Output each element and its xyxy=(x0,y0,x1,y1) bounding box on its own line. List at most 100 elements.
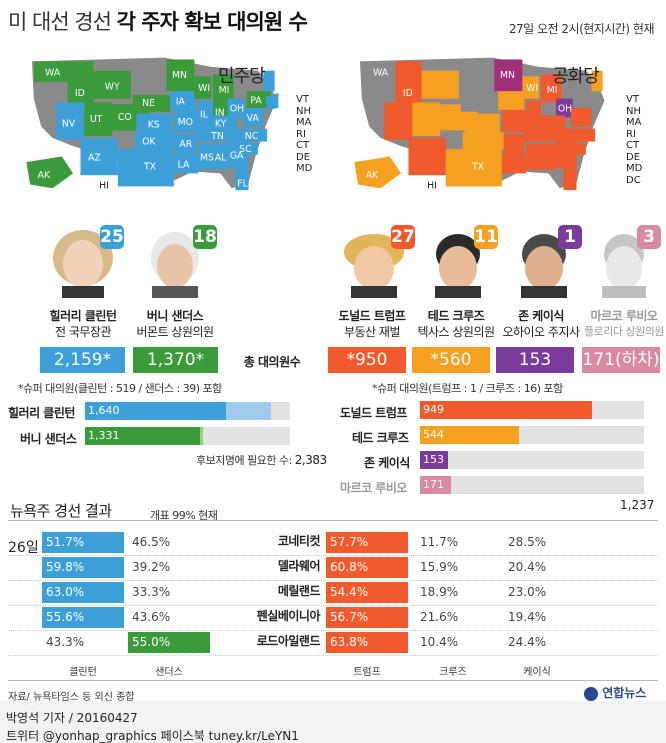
svg-text:HI: HI xyxy=(427,180,437,191)
rep-bar-track: 949 xyxy=(420,401,644,419)
source-note: 자료/ 뉴욕타임스 등 외신 종합 xyxy=(8,692,135,703)
row-divider xyxy=(8,630,658,631)
threshold-label-text: 후보지명에 필요한 수: xyxy=(196,454,292,467)
ne-state: RI xyxy=(626,128,636,140)
sanders-count-badge: 18 xyxy=(193,225,217,249)
dem-map: WA ID WY NV UT CO NE KS AZ OK TX MN IA W… xyxy=(14,52,329,196)
svg-text:OK: OK xyxy=(142,136,156,147)
dem-ne-states: VT NH MA RI CT DE MD xyxy=(296,94,312,175)
svg-text:WI: WI xyxy=(526,83,538,94)
kasich-bar: 153 xyxy=(420,451,448,469)
row-divider xyxy=(8,580,658,581)
ny-state-name: 메릴랜드 xyxy=(277,584,321,598)
ny-kasich-cell: 20.4% xyxy=(508,560,547,574)
ny-kasich-cell: 24.4% xyxy=(508,635,547,649)
trump-role: 부동산 재벌 xyxy=(343,325,401,339)
sanders-role: 버몬트 상원의원 xyxy=(136,325,214,339)
svg-text:NV: NV xyxy=(62,119,76,130)
credit-text: 박영석 기자 / 20160427 xyxy=(6,711,138,725)
ny-sanders-cell: 39.2% xyxy=(132,560,171,574)
divider xyxy=(8,520,658,521)
timestamp: 27일 오전 2시(현지시간) 현재 xyxy=(508,22,655,36)
ny-kasich-cell: 28.5% xyxy=(508,535,547,549)
rubio-role: 플로리다 상원의원 xyxy=(584,325,664,338)
trump-name: 도널드 트럼프 xyxy=(338,309,406,323)
ny-clinton-cell: 51.7% xyxy=(42,532,124,553)
rubio-portrait xyxy=(588,228,660,298)
trump-portrait xyxy=(335,228,413,298)
rep-bar-label-rubio: 마르코 루비오 xyxy=(340,481,407,495)
trump-total: *950 xyxy=(328,347,406,373)
row-divider xyxy=(8,605,658,606)
credit-bar xyxy=(0,701,666,743)
ny-clinton-cell: 59.8% xyxy=(42,557,124,578)
sanders-bar: 1,331 xyxy=(85,427,200,445)
kasich-count-badge: 1 xyxy=(558,225,582,249)
ny-trump-cell: 54.4% xyxy=(326,582,408,603)
svg-text:WA: WA xyxy=(373,67,389,78)
row-divider xyxy=(8,555,658,556)
clinton-total: 2,159* xyxy=(40,347,125,373)
ny-sanders-cell: 43.6% xyxy=(132,610,171,624)
svg-text:UT: UT xyxy=(90,114,103,125)
ny-clinton-cell: 63.0% xyxy=(42,582,124,603)
svg-text:SC: SC xyxy=(239,144,251,155)
sanders-total: 1,370* xyxy=(133,347,218,373)
ny-clinton-cell: 43.3% xyxy=(46,635,85,649)
col-sanders: 샌더스 xyxy=(155,667,183,678)
col-cruz: 크루즈 xyxy=(439,667,467,678)
svg-text:LA: LA xyxy=(178,160,190,171)
rep-bar-track: 544 xyxy=(420,426,644,444)
dem-bar-label-clinton: 힐러리 클린턴 xyxy=(8,406,75,420)
cruz-total: *560 xyxy=(412,347,490,373)
svg-text:MN: MN xyxy=(500,70,515,81)
sanders-name: 버니 샌더스 xyxy=(146,309,204,323)
rubio-bar: 171 xyxy=(420,476,451,494)
ny-state-name: 로드아일랜드 xyxy=(256,634,321,648)
svg-text:WI: WI xyxy=(198,83,210,94)
svg-text:MN: MN xyxy=(172,70,187,81)
rep-bar-label-cruz: 테드 크루즈 xyxy=(352,431,409,445)
ne-state: CT xyxy=(626,140,640,151)
ny-trump-cell: 63.8% xyxy=(326,632,408,653)
ny-section-title: 뉴욕주 경선 결과 xyxy=(10,502,112,520)
ne-state: DC xyxy=(626,174,641,186)
clinton-name: 힐러리 클린턴 xyxy=(49,309,117,323)
dem-bar-track: 1,331 xyxy=(85,427,290,445)
rubio-count-badge: 3 xyxy=(637,225,661,249)
ny-sanders-cell: 33.3% xyxy=(132,585,171,599)
rep-map-svg: WA ID WI MI OH MN TX AK HI xyxy=(354,57,605,191)
dem-threshold-label: 후보지명에 필요한 수: 2,383 xyxy=(196,452,327,468)
ny-cruz-cell: 15.9% xyxy=(420,560,459,574)
svg-text:IL: IL xyxy=(200,109,209,120)
yonhap-logo: 연합뉴스 xyxy=(584,684,646,701)
ny-sanders-cell: 55.0% xyxy=(128,632,210,653)
svg-text:KS: KS xyxy=(148,120,160,131)
dem-bar-label-sanders: 버니 샌더스 xyxy=(20,432,77,446)
threshold-value: 2,383 xyxy=(294,453,327,467)
svg-text:IA: IA xyxy=(176,96,186,107)
svg-text:AL: AL xyxy=(215,152,227,163)
rep-map: WA ID WI MI OH MN TX AK HI xyxy=(342,52,657,196)
svg-text:IN: IN xyxy=(215,107,225,118)
col-kasich: 케이식 xyxy=(523,667,551,678)
ny-trump-cell: 56.7% xyxy=(326,607,408,628)
svg-text:MO: MO xyxy=(178,117,193,128)
svg-text:HI: HI xyxy=(99,180,109,191)
svg-text:TN: TN xyxy=(210,131,224,142)
svg-text:OH: OH xyxy=(558,104,572,115)
svg-text:VA: VA xyxy=(247,113,260,124)
ny-trump-cell: 57.7% xyxy=(326,532,408,553)
clinton-portrait xyxy=(42,228,124,298)
svg-text:TX: TX xyxy=(143,162,157,173)
rep-map-title: 공화당 xyxy=(552,66,600,87)
ny-kasich-cell: 23.0% xyxy=(508,585,547,599)
ny-kasich-cell: 19.4% xyxy=(508,610,547,624)
ny-clinton-cell: 55.6% xyxy=(42,607,124,628)
ne-state: MD xyxy=(626,163,643,174)
clinton-bar: 1,640 xyxy=(85,402,226,420)
clinton-count-badge: 25 xyxy=(100,225,124,249)
ne-state: MD xyxy=(296,163,313,174)
ne-state: MA xyxy=(296,117,312,128)
ne-state: DE xyxy=(296,151,311,163)
